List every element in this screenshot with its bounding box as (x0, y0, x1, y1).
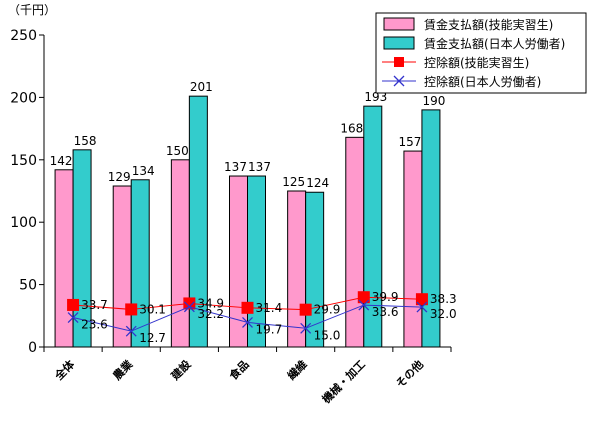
line-value-label: 29.9 (314, 303, 341, 317)
bar-value-label: 157 (398, 135, 421, 149)
legend-marker-x (393, 75, 405, 87)
bar (247, 175, 266, 348)
x-category-label: 建設 (168, 357, 194, 383)
bar-value-label: 134 (132, 164, 155, 178)
line-marker-square (357, 291, 370, 304)
x-category-label: その他 (393, 357, 426, 390)
line-marker-square (299, 303, 312, 316)
line-value-label: 23.6 (81, 318, 108, 332)
line-marker-x (125, 325, 137, 337)
y-tick-label: 50 (19, 278, 37, 294)
x-category-label: 繊維 (284, 357, 309, 382)
legend-marker-square (394, 57, 404, 67)
y-tick-label: 200 (10, 90, 37, 106)
line-marker-x (67, 312, 79, 324)
bar (170, 159, 190, 348)
line-value-label: 32.2 (197, 307, 224, 321)
line-value-label: 38.3 (430, 292, 457, 306)
legend-entry-label: 控除額(技能実習生) (424, 55, 529, 70)
x-category-label: 機械・加工 (319, 357, 368, 406)
bar-value-label: 137 (224, 160, 247, 174)
y-tick-label: 150 (10, 153, 37, 169)
line-value-label: 30.1 (139, 302, 166, 316)
line-marker-x (300, 322, 312, 334)
line-value-label: 39.9 (372, 290, 399, 304)
bar-value-label: 201 (190, 80, 213, 94)
line-marker-x (358, 299, 370, 311)
legend-entry-label: 控除額(日本人労働者) (424, 74, 541, 89)
y-tick-label: 0 (28, 340, 37, 356)
bar (421, 109, 441, 348)
line-marker-square (183, 297, 196, 310)
y-tick-label: 100 (10, 215, 37, 231)
bar-value-label: 124 (306, 176, 329, 190)
bar-value-label: 137 (248, 160, 271, 174)
line-marker-x (416, 301, 428, 313)
line-marker-square (241, 301, 254, 314)
bar-value-label: 190 (422, 94, 445, 108)
line-value-label: 15.0 (314, 328, 341, 342)
bar-value-label: 193 (364, 90, 387, 104)
bar-value-label: 125 (282, 175, 305, 189)
line-value-label: 19.7 (256, 322, 283, 336)
bar-value-label: 158 (74, 134, 97, 148)
x-category-label: 全体 (51, 357, 78, 384)
bar-value-label: 168 (340, 121, 363, 135)
bar (112, 185, 132, 348)
line-value-label: 34.9 (197, 296, 224, 310)
line-value-label: 12.7 (139, 331, 166, 345)
legend-swatch (383, 36, 415, 50)
line-value-label: 32.0 (430, 307, 457, 321)
legend-entry-label: 賃金支払額(技能実習生) (424, 17, 553, 32)
bar (72, 149, 92, 348)
bar (363, 105, 383, 348)
line-value-label: 33.7 (81, 298, 108, 312)
bar (188, 95, 208, 348)
x-category-label: 農業 (110, 357, 136, 383)
line-marker-square (415, 293, 428, 306)
bar (403, 150, 423, 348)
line-marker-x (242, 316, 253, 328)
bar-value-label: 129 (108, 170, 131, 184)
legend-swatch (383, 17, 415, 31)
x-category-label: 食品 (226, 357, 251, 382)
y-unit-label: （千円） (8, 3, 56, 17)
bar (305, 191, 325, 348)
line-marker-square (67, 298, 80, 311)
line-value-label: 33.6 (372, 305, 399, 319)
line-marker-x (183, 301, 195, 313)
bar-value-label: 150 (166, 144, 189, 158)
legend-entry-label: 賃金支払額(日本人労働者) (424, 36, 565, 51)
line-marker-square (125, 303, 138, 316)
bar (287, 190, 307, 348)
bar-value-label: 142 (50, 154, 73, 168)
bar (130, 179, 150, 348)
bar (345, 136, 365, 348)
y-tick-label: 250 (10, 28, 37, 44)
line-value-label: 31.4 (256, 301, 283, 315)
